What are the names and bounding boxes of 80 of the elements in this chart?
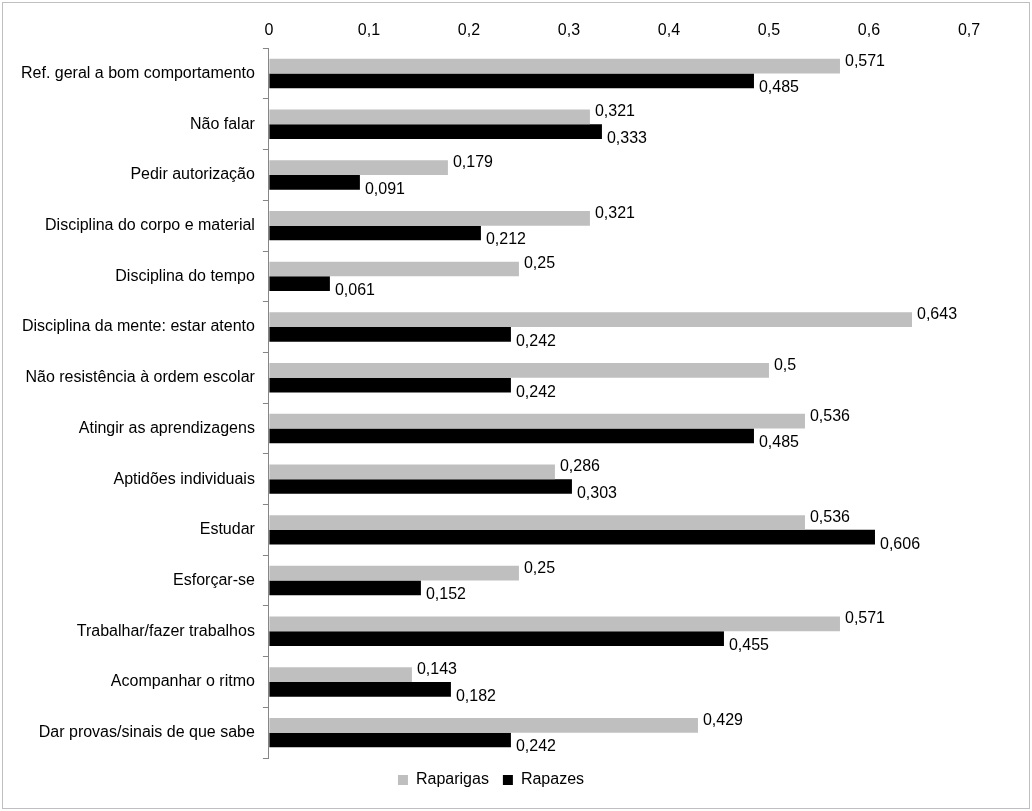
bar	[269, 377, 511, 393]
data-label: 0,25	[523, 558, 556, 576]
legend-label: Raparigas	[415, 770, 489, 788]
bar	[269, 565, 519, 581]
y-tick-label: Atingir as aprendizagens	[78, 418, 255, 436]
bar	[269, 109, 590, 125]
legend-label: Rapazes	[520, 770, 585, 788]
bar	[269, 717, 698, 733]
y-tick-label: Acompanhar o ritmo	[110, 672, 255, 690]
y-tick-label: Disciplina do corpo e material	[45, 216, 255, 234]
bar	[269, 225, 481, 241]
bar	[269, 413, 805, 429]
y-tick-label: Trabalhar/fazer trabalhos	[76, 621, 255, 639]
data-label: 0,321	[594, 203, 636, 221]
data-label: 0,536	[809, 406, 851, 424]
x-tick-label: 0,4	[657, 21, 681, 39]
y-tick-label: Esforçar-se	[173, 570, 255, 588]
data-label: 0,571	[844, 609, 886, 627]
bar	[269, 631, 724, 646]
data-label: 0,152	[425, 585, 467, 603]
data-label: 0,643	[916, 305, 958, 323]
data-label: 0,179	[452, 153, 494, 170]
bar	[269, 58, 840, 74]
data-label: 0,143	[416, 660, 458, 677]
bar	[269, 732, 511, 748]
x-tick-label: 0,1	[357, 21, 381, 39]
bar	[269, 210, 590, 226]
data-label: 0,606	[879, 534, 921, 552]
bar	[269, 261, 519, 277]
data-label: 0,242	[515, 331, 557, 349]
x-tick-label: 0,2	[457, 21, 481, 39]
y-tick-label: Disciplina da mente: estar atento	[21, 317, 255, 335]
bar	[269, 312, 912, 328]
bar	[269, 464, 555, 480]
data-label: 0,455	[728, 636, 770, 654]
bar	[269, 327, 511, 342]
bar	[269, 276, 330, 292]
x-tick-label: 0	[264, 21, 274, 39]
y-tick-label: Aptidões individuais	[113, 469, 255, 487]
data-label: 0,242	[515, 737, 557, 755]
y-tick-label: Estudar	[199, 520, 256, 538]
data-label: 0,485	[758, 78, 800, 96]
data-label: 0,303	[576, 483, 618, 501]
data-label: 0,25	[523, 254, 556, 272]
x-tick-label: 0,5	[757, 21, 781, 39]
bar	[269, 174, 360, 190]
y-tick-label: Dar provas/sinais de que sabe	[38, 723, 255, 741]
bar	[269, 363, 769, 378]
bar	[269, 73, 754, 89]
data-label: 0,286	[559, 457, 601, 475]
bar	[269, 681, 451, 697]
y-tick-label: Ref. geral a bom comportamento	[21, 63, 255, 81]
bar	[269, 479, 572, 494]
data-label: 0,242	[515, 382, 557, 400]
data-label: 0,5	[773, 355, 797, 373]
data-label: 0,536	[809, 507, 851, 525]
data-label: 0,571	[844, 51, 886, 69]
data-label: 0,429	[702, 710, 744, 728]
bar	[269, 428, 754, 444]
bar	[269, 515, 805, 530]
bar	[269, 580, 421, 596]
data-label: 0,061	[334, 281, 376, 299]
data-label: 0,212	[485, 230, 527, 248]
x-tick-label: 0,7	[957, 21, 981, 39]
data-label: 0,321	[594, 102, 636, 120]
bar	[269, 124, 602, 139]
y-tick-label: Não resistência à ordem escolar	[25, 368, 256, 386]
bar	[269, 529, 875, 545]
bar	[269, 616, 840, 632]
x-tick-label: 0,6	[857, 21, 881, 39]
x-tick-label: 0,3	[557, 21, 581, 39]
bar	[269, 667, 412, 682]
data-label: 0,333	[606, 129, 648, 147]
bar	[269, 160, 448, 175]
data-label: 0,485	[758, 433, 800, 451]
y-tick-label: Não falar	[189, 114, 256, 132]
data-label: 0,182	[455, 686, 497, 704]
data-label: 0,091	[364, 179, 406, 197]
y-tick-label: Pedir autorização	[130, 165, 255, 183]
y-tick-label: Disciplina do tempo	[115, 266, 255, 284]
